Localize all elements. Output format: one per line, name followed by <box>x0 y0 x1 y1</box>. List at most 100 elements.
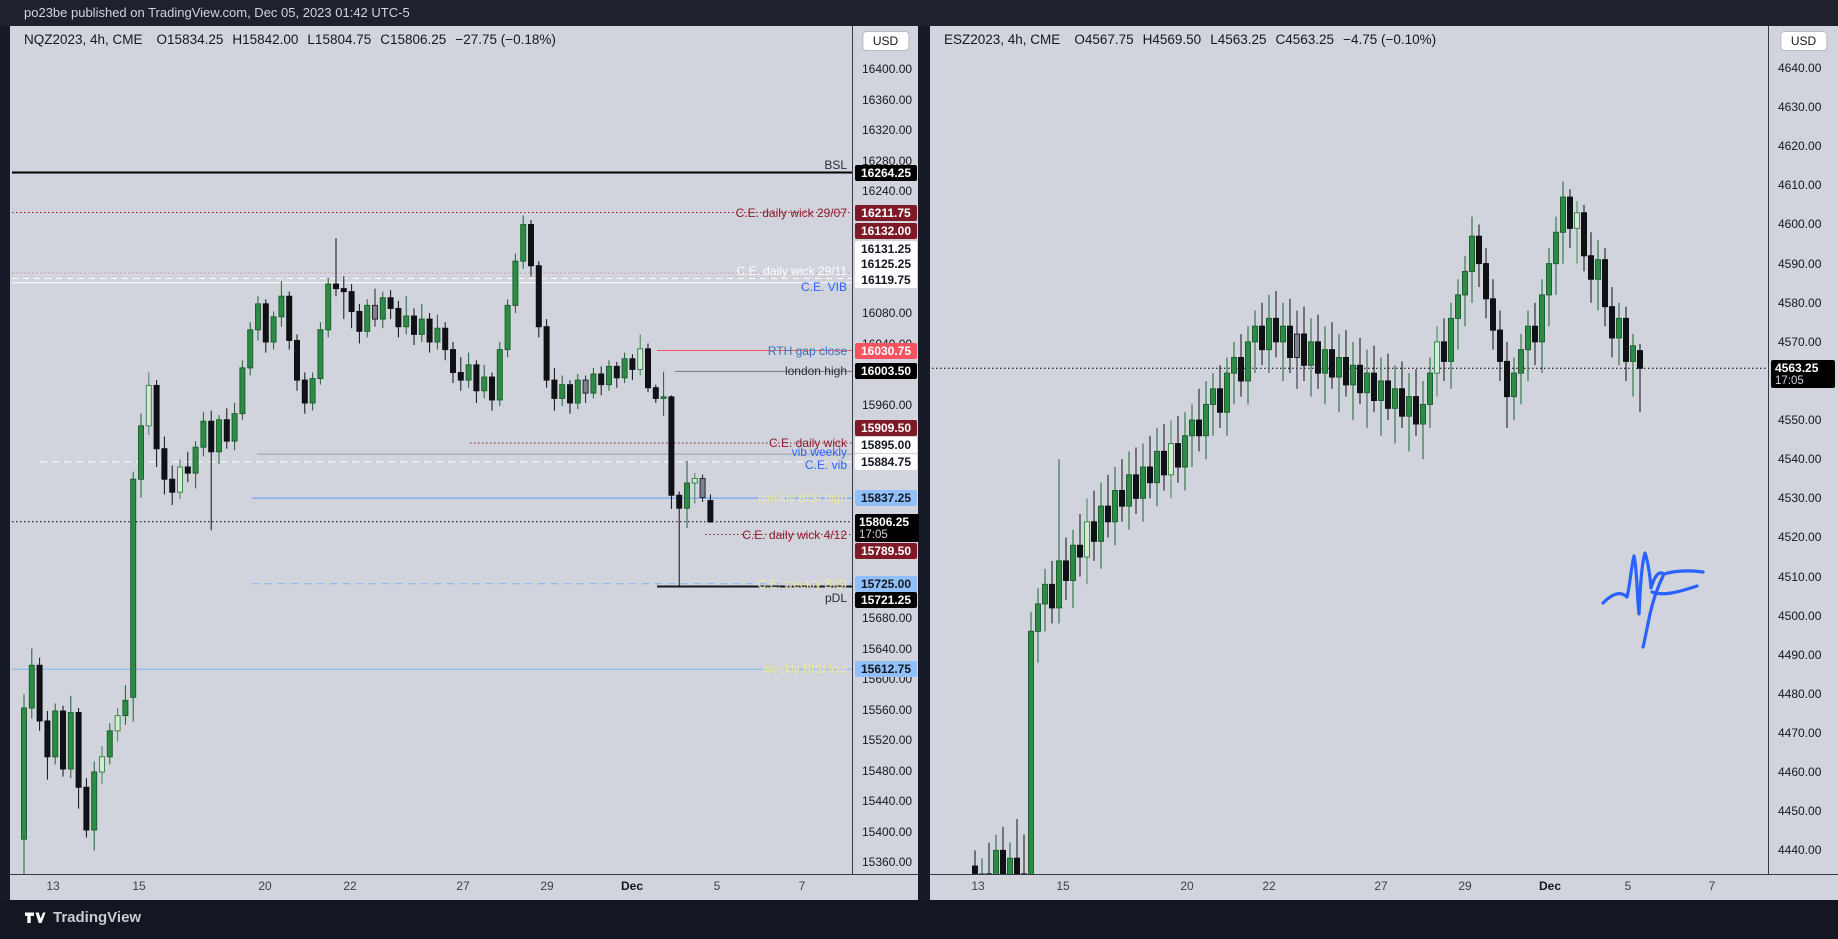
candle <box>528 219 534 277</box>
candle <box>621 352 628 384</box>
price-level-badge: 15721.25 <box>855 592 917 608</box>
candle <box>993 834 999 874</box>
time-tick-label: 7 <box>798 879 806 893</box>
candle <box>21 694 27 874</box>
candle <box>1238 334 1244 397</box>
candle <box>1553 216 1559 295</box>
candle <box>426 313 433 353</box>
price-tick-label: 15560.00 <box>862 702 913 717</box>
candle <box>145 372 152 435</box>
candle <box>1448 302 1454 389</box>
candle <box>200 412 207 457</box>
nq-symbol-header[interactable]: NQZ2023, 4h, CME O15834.25 H15842.00 L15804… <box>24 32 565 52</box>
candle <box>247 322 254 376</box>
candle <box>99 746 105 785</box>
candle <box>442 322 449 361</box>
candle <box>1483 247 1489 319</box>
candle <box>1595 240 1601 311</box>
candle <box>684 460 690 529</box>
currency-toggle-button[interactable]: USD <box>1779 31 1828 51</box>
price-tick-label: 16400.00 <box>862 62 913 76</box>
candle <box>520 215 527 269</box>
level-label: C.E. daily wick 4/12 <box>742 527 847 542</box>
price-tick-label: 15400.00 <box>862 824 913 839</box>
nq-price-scale[interactable]: USD 16400.00 16360.00 16320.00 16280.00 1624… <box>852 26 919 874</box>
ohlc-low: L4563.25 <box>1210 32 1267 47</box>
candle <box>1077 513 1083 577</box>
candle <box>676 491 683 586</box>
price-level-badge: 15837.25 <box>855 490 917 507</box>
candle <box>979 858 985 874</box>
candle <box>986 842 992 874</box>
candle <box>364 299 371 338</box>
candle <box>1385 353 1391 421</box>
candle <box>1175 416 1181 483</box>
price-tick-label: 15480.00 <box>862 763 913 778</box>
price-tick-label: 4550.00 <box>1778 413 1822 428</box>
candle <box>1420 380 1426 460</box>
ohlc-high: H4569.50 <box>1142 32 1202 47</box>
price-level-badge: 16003.50 <box>855 363 917 380</box>
candle <box>317 322 324 385</box>
candle <box>1308 318 1314 397</box>
price-tick-label: 16360.00 <box>862 92 913 107</box>
currency-toggle-button[interactable]: USD <box>861 31 910 51</box>
price-tick-label: 4620.00 <box>1778 139 1822 154</box>
candle <box>637 334 644 376</box>
nq-plot-area[interactable]: BSL C.E. daily wick 29/07 C.E. daily wick … <box>10 26 852 874</box>
time-tick-label: 27 <box>456 879 470 893</box>
chart-canvas[interactable] <box>930 26 1768 874</box>
candle <box>270 311 277 350</box>
level-label: pDL <box>824 590 847 605</box>
candle <box>1602 247 1608 327</box>
symbol-name[interactable]: ESZ2023, 4h, CME <box>944 32 1061 47</box>
candle <box>216 415 222 464</box>
publish-bar: po23be published on TradingView.com, Dec… <box>0 0 1838 26</box>
candle <box>325 277 332 338</box>
candle <box>286 291 293 350</box>
candle <box>473 360 480 403</box>
price-tick-label: 4580.00 <box>1778 295 1822 310</box>
candle <box>1623 306 1629 381</box>
candle <box>75 707 82 809</box>
candle <box>169 465 176 506</box>
candle <box>379 291 386 329</box>
signature-drawing[interactable] <box>1601 551 1705 649</box>
price-tick-label: 4520.00 <box>1778 530 1822 545</box>
es-symbol-header[interactable]: ESZ2023, 4h, CME O4567.75 H4569.50 L4563.25… <box>944 32 1445 52</box>
candle <box>496 341 503 407</box>
candle <box>1119 459 1125 522</box>
es-plot-area[interactable] <box>930 26 1768 874</box>
price-tick-label: 4640.00 <box>1778 61 1822 75</box>
nq-time-axis[interactable]: 13 15 20 22 27 29 Dec 5 7 <box>10 874 918 900</box>
candle <box>1056 459 1062 624</box>
tradingview-brand-text[interactable]: TradingView <box>53 909 142 926</box>
price-tick-label: 4600.00 <box>1778 217 1822 232</box>
candle <box>1336 334 1342 413</box>
candle <box>1154 427 1160 507</box>
change-value: −4.75 (−0.10%) <box>1343 32 1437 47</box>
candle <box>1539 279 1545 374</box>
level-label: C.E. vib <box>804 457 847 472</box>
candle <box>1063 537 1069 601</box>
es-time-axis[interactable]: 13 15 20 22 27 29 Dec 5 7 <box>930 874 1838 900</box>
tradingview-logo-icon[interactable] <box>24 909 46 926</box>
candle <box>1392 365 1398 444</box>
symbol-name[interactable]: NQZ2023, 4h, CME <box>24 32 143 47</box>
price-tick-label: 4570.00 <box>1778 334 1822 349</box>
candle <box>387 290 394 320</box>
time-tick-label: 29 <box>1458 879 1472 893</box>
price-level-badge: 15789.50 <box>855 543 917 559</box>
chart-canvas[interactable] <box>10 26 852 874</box>
price-tick-label: 4590.00 <box>1778 256 1822 271</box>
candle <box>130 471 137 722</box>
candle <box>1504 341 1510 428</box>
price-tick-label: 16240.00 <box>862 184 913 198</box>
candle <box>699 474 706 503</box>
es-price-scale[interactable]: USD 4640.00 4630.00 4620.00 4610.00 4600.00 4… <box>1768 26 1838 874</box>
candle <box>551 367 558 411</box>
candle <box>1560 181 1566 264</box>
ohlc-close: C15806.25 <box>380 32 447 47</box>
ohlc-high: H15842.00 <box>232 32 299 47</box>
candle <box>457 357 464 391</box>
